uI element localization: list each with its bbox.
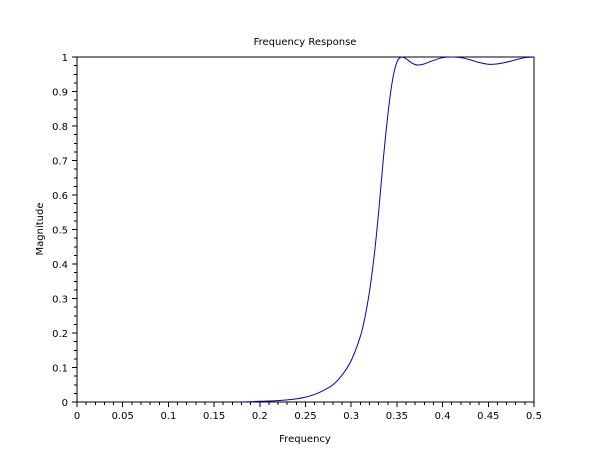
x-axis: 0 0.05 0.1 0.15 0.2 0.25 0.3 0.35 0.4 0.45 0.5: [74, 402, 542, 422]
y-tick-label: 0.4: [52, 260, 68, 271]
x-tick-label: 0.1: [160, 411, 176, 422]
x-tick-label: 0.3: [343, 411, 359, 422]
y-tick-label: 0.7: [52, 157, 68, 168]
x-tick-label: 0.45: [477, 411, 499, 422]
x-tick-label: 0.15: [203, 411, 225, 422]
y-tick-label: 0.9: [52, 88, 68, 99]
y-tick-label: 0.2: [52, 329, 68, 340]
magnitude-series-line: [241, 56, 535, 403]
y-tick-label: 0.5: [52, 226, 68, 237]
y-axis: 0 0.1 0.2 0.3 0.4 0.5 0.6 0.7 0.8 0.9 1: [52, 53, 77, 409]
y-axis-title: Magnitude: [35, 203, 46, 256]
y-tick-label: 0.6: [52, 191, 68, 202]
y-tick-label: 0.3: [52, 295, 68, 306]
x-tick-label: 0.05: [112, 411, 134, 422]
x-tick-label: 0.35: [386, 411, 408, 422]
plot-area: [76, 56, 535, 403]
y-tick-label: 0: [62, 398, 68, 409]
x-tick-label: 0.25: [294, 411, 316, 422]
y-tick-label: 0.8: [52, 122, 68, 133]
plot-frame: [76, 56, 535, 403]
chart-title: Frequency Response: [254, 37, 357, 48]
x-tick-label: 0.2: [252, 411, 268, 422]
x-tick-label: 0.5: [526, 411, 542, 422]
x-tick-label: 0: [74, 411, 80, 422]
y-tick-label: 0.1: [52, 364, 68, 375]
y-tick-label: 1: [62, 53, 68, 64]
x-axis-title: Frequency: [279, 434, 331, 445]
x-tick-label: 0.4: [435, 411, 451, 422]
series-layer: [241, 56, 535, 403]
